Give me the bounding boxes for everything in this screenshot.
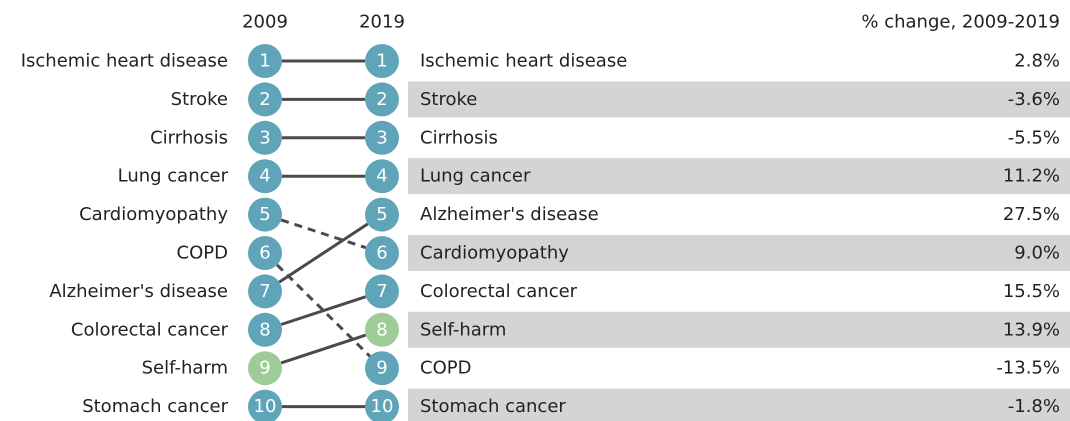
- change-value: -3.6%: [1008, 89, 1060, 110]
- cause-label: Cardiomyopathy: [79, 204, 228, 225]
- year-right: 2019: [359, 12, 405, 33]
- rank-circle: [248, 389, 282, 421]
- rank-circle: [248, 274, 282, 309]
- cause-label: Stomach cancer: [82, 396, 228, 417]
- rank-link: [278, 222, 369, 284]
- cause-label: Self-harm: [142, 358, 228, 379]
- rank-link: [276, 263, 371, 358]
- row-band: [408, 158, 1070, 195]
- cause-label: Stroke: [171, 89, 228, 110]
- rank-number: 9: [259, 358, 270, 379]
- cause-label: Self-harm: [420, 319, 506, 340]
- change-value: 11.2%: [1003, 166, 1060, 187]
- cause-label: Alzheimer's disease: [420, 204, 599, 225]
- rank-circle: [365, 120, 399, 155]
- rank-circle: [248, 351, 282, 386]
- rank-number: 10: [371, 396, 394, 417]
- cause-label: Lung cancer: [420, 166, 531, 187]
- rank-number: 10: [254, 396, 277, 417]
- rank-number: 9: [376, 358, 387, 379]
- cause-label: Ischemic heart disease: [420, 51, 627, 72]
- rank-number: 7: [376, 281, 387, 302]
- rank-circle: [248, 82, 282, 117]
- cause-label: Cirrhosis: [420, 127, 498, 148]
- rank-circle: [248, 44, 282, 78]
- row-band: [408, 311, 1070, 348]
- cause-label: COPD: [420, 358, 471, 379]
- rank-circle: [365, 312, 399, 347]
- rank-number: 7: [259, 281, 270, 302]
- rank-circle: [248, 236, 282, 270]
- cause-label: Stroke: [420, 89, 477, 110]
- rank-link: [280, 295, 367, 326]
- change-value: -13.5%: [996, 358, 1060, 379]
- change-value: 13.9%: [1003, 319, 1060, 340]
- rank-number: 8: [376, 319, 387, 340]
- rank-circle: [365, 159, 399, 194]
- rank-number: 2: [259, 89, 270, 110]
- rank-number: 1: [376, 51, 387, 72]
- rank-circle: [248, 312, 282, 347]
- rank-number: 1: [259, 51, 270, 72]
- change-value: 27.5%: [1003, 204, 1060, 225]
- change-value: -1.8%: [1008, 396, 1060, 417]
- rank-number: 8: [259, 319, 270, 340]
- rank-circle: [365, 236, 399, 270]
- cause-label: Cirrhosis: [150, 127, 228, 148]
- rank-number: 4: [259, 166, 270, 187]
- change-header: % change, 2009-2019: [861, 12, 1060, 33]
- change-value: 2.8%: [1014, 51, 1060, 72]
- row-band: [408, 81, 1070, 118]
- cause-label: Cardiomyopathy: [420, 243, 569, 264]
- rank-number: 5: [376, 204, 387, 225]
- cause-label: Stomach cancer: [420, 396, 566, 417]
- rank-circle: [365, 82, 399, 117]
- rank-number: 6: [259, 243, 270, 264]
- year-left: 2009: [242, 12, 288, 33]
- cause-label: Lung cancer: [118, 166, 229, 187]
- rank-circle: [365, 389, 399, 421]
- row-band: [408, 388, 1070, 421]
- rank-number: 5: [259, 204, 270, 225]
- rank-circle: [248, 197, 282, 232]
- rank-circle: [248, 120, 282, 155]
- change-value: -5.5%: [1008, 127, 1060, 148]
- rank-number: 3: [376, 127, 387, 148]
- cause-label: Colorectal cancer: [420, 281, 578, 302]
- rank-circle: [248, 159, 282, 194]
- cause-label: COPD: [177, 243, 228, 264]
- rank-link: [280, 333, 367, 365]
- cause-label: Colorectal cancer: [71, 319, 229, 340]
- rank-circle: [365, 44, 399, 78]
- change-value: 15.5%: [1003, 281, 1060, 302]
- rank-number: 4: [376, 166, 387, 187]
- change-value: 9.0%: [1014, 243, 1060, 264]
- rank-circle: [365, 274, 399, 309]
- rank-number: 6: [376, 243, 387, 264]
- cause-label: Ischemic heart disease: [21, 51, 228, 72]
- rank-link: [280, 218, 367, 250]
- rank-number: 2: [376, 89, 387, 110]
- rank-circle: [365, 197, 399, 232]
- rank-number: 3: [259, 127, 270, 148]
- row-band: [408, 235, 1070, 271]
- rank-circle: [365, 351, 399, 386]
- cause-label: Alzheimer's disease: [49, 281, 228, 302]
